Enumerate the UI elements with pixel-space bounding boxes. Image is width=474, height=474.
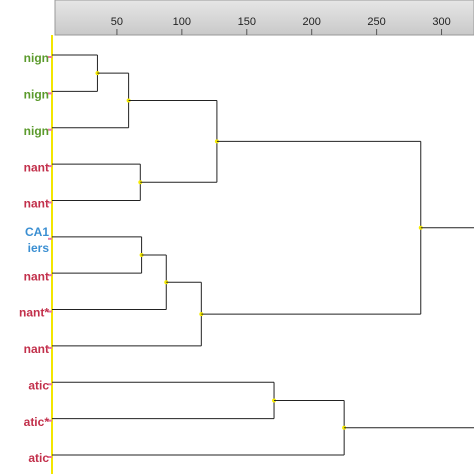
leaf-label: iers bbox=[28, 241, 50, 255]
x-tick-label: 250 bbox=[367, 16, 385, 28]
leaf-label: atic bbox=[28, 378, 49, 392]
x-tick-label: 200 bbox=[303, 16, 321, 28]
x-tick-label: 150 bbox=[238, 16, 256, 28]
leaf-label: nant* bbox=[19, 306, 49, 320]
x-tick-label: 100 bbox=[173, 16, 191, 28]
x-tick-label: 50 bbox=[111, 16, 123, 28]
leaf-label: nign bbox=[24, 88, 49, 102]
x-tick-label: 300 bbox=[432, 16, 450, 28]
leaf-label: nant bbox=[24, 269, 49, 283]
axis-ruler bbox=[54, 0, 474, 36]
leaf-label: nant bbox=[24, 197, 49, 211]
leaf-label: CA1 bbox=[25, 225, 49, 239]
leaf-label: atic bbox=[28, 451, 49, 465]
leaf-label: nant bbox=[24, 160, 49, 174]
leaf-label: atic* bbox=[24, 415, 50, 429]
leaf-label: nant bbox=[24, 342, 49, 356]
leaf-label: nign bbox=[24, 51, 49, 65]
leaf-label: nign bbox=[24, 124, 49, 138]
